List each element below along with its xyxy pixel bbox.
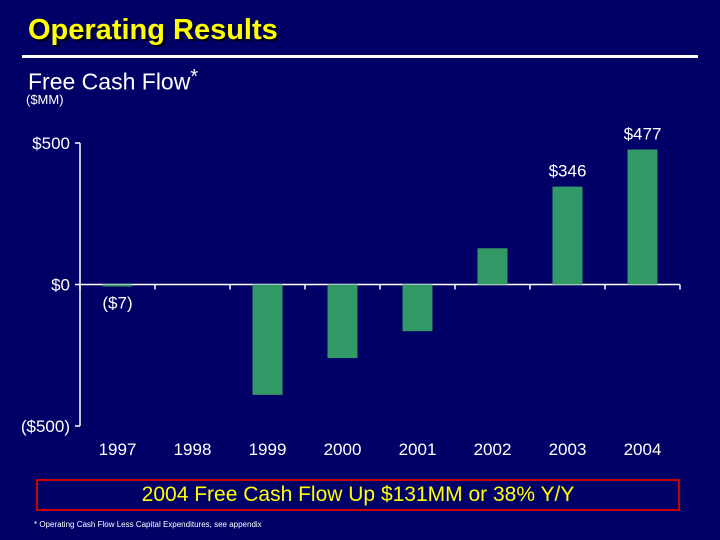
slide-title: Operating Results <box>28 14 278 46</box>
x-tick-label: 1999 <box>249 440 287 459</box>
x-tick-label: 2001 <box>399 440 437 459</box>
x-tick-label: 2003 <box>549 440 587 459</box>
y-tick-label: ($500) <box>21 417 70 436</box>
bar <box>102 284 133 287</box>
subtitle-footnote-marker: * <box>190 66 199 88</box>
chart-subtitle: Free Cash Flow* <box>28 64 198 96</box>
bar <box>627 149 658 285</box>
x-tick-label: 1997 <box>99 440 137 459</box>
data-label: $477 <box>624 125 662 144</box>
y-tick-label: $500 <box>32 134 70 153</box>
data-label: ($7) <box>102 294 132 313</box>
x-tick-label: 1998 <box>174 440 212 459</box>
y-tick-label: $0 <box>51 276 70 295</box>
x-tick-label: 2000 <box>324 440 362 459</box>
footnote: * Operating Cash Flow Less Capital Expen… <box>34 520 262 529</box>
bar <box>552 186 583 285</box>
x-tick-label: 2004 <box>624 440 662 459</box>
bar <box>327 284 358 359</box>
bar <box>477 248 508 285</box>
bar <box>252 284 283 395</box>
bar <box>402 284 433 332</box>
units-label: ($MM) <box>26 92 64 107</box>
data-label: $346 <box>549 162 587 181</box>
title-divider <box>22 55 698 58</box>
callout-box: 2004 Free Cash Flow Up $131MM or 38% Y/Y <box>36 479 680 511</box>
subtitle-text: Free Cash Flow <box>28 68 191 95</box>
x-tick-label: 2002 <box>474 440 512 459</box>
